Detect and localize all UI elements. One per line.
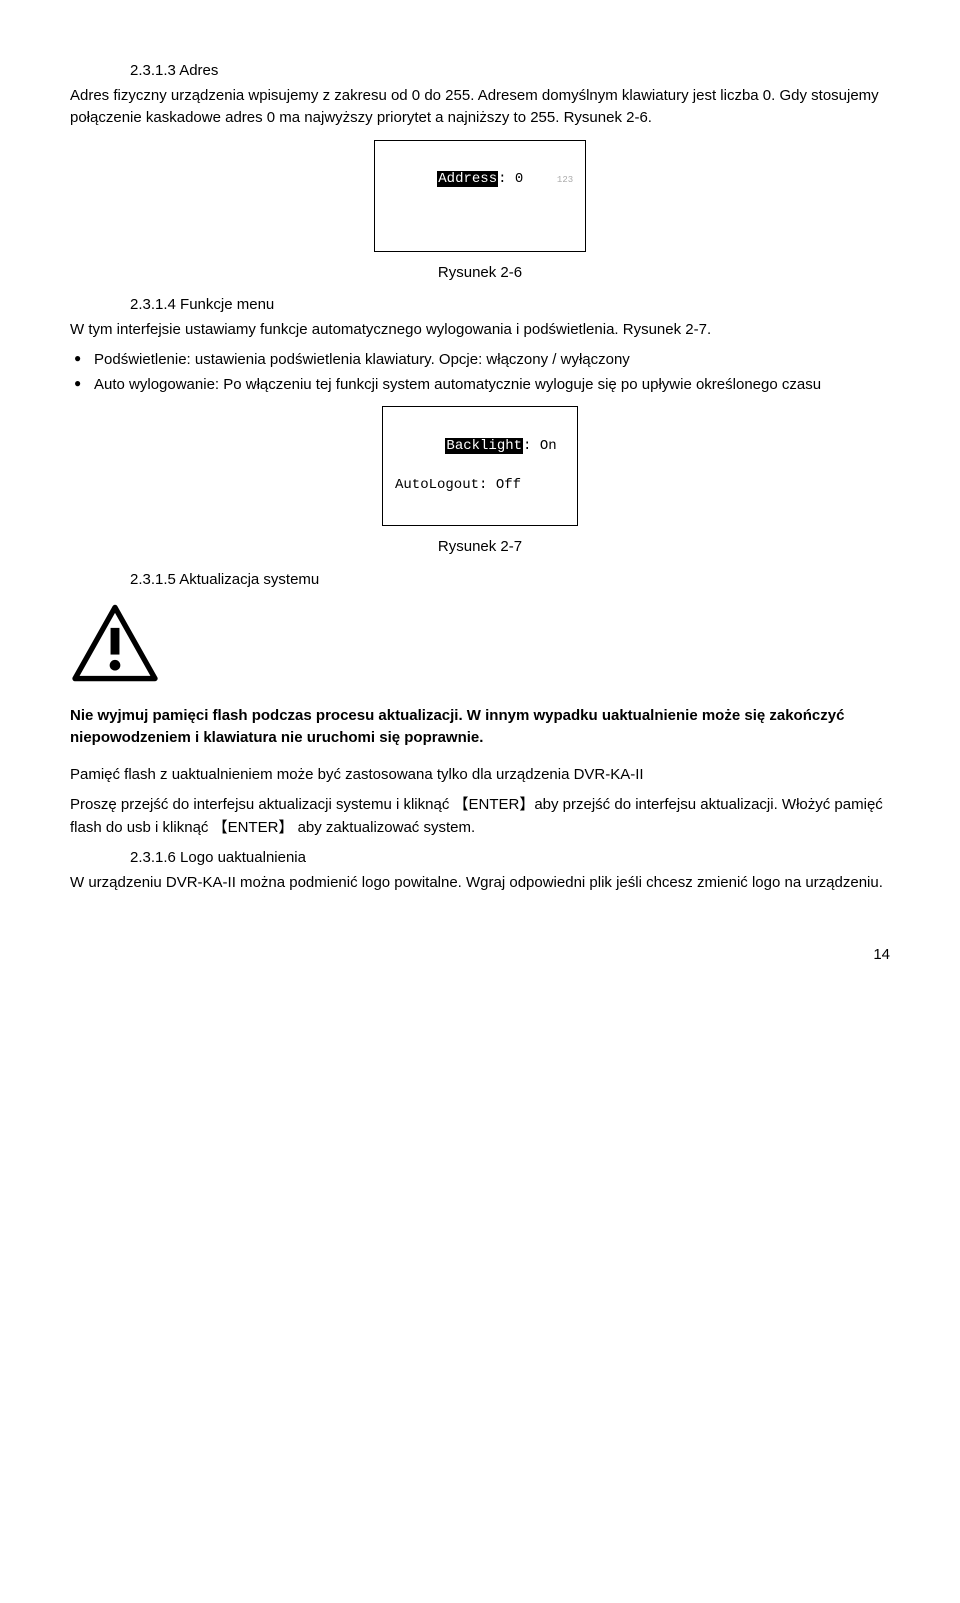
- lcd-address-mode: 123: [557, 175, 573, 185]
- figure-2-7: Backlight: On AutoLogout: Off: [70, 406, 890, 526]
- lcd-menu-box: Backlight: On AutoLogout: Off: [382, 406, 578, 526]
- figure-2-6: Address: 0 123: [70, 140, 890, 252]
- bullet-autologout: Auto wylogowanie: Po włączeniu tej funkc…: [70, 374, 890, 397]
- heading-adres: 2.3.1.3 Adres: [70, 60, 890, 83]
- bullet-backlight: Podświetlenie: ustawienia podświetlenia …: [70, 349, 890, 372]
- figure-2-6-caption: Rysunek 2-6: [70, 262, 890, 285]
- para-logo-1: W urządzeniu DVR-KA-II można podmienić l…: [70, 872, 890, 895]
- para-update-3: Proszę przejść do interfejsu aktualizacj…: [70, 794, 890, 839]
- para-update-2: Pamięć flash z uaktualnieniem może być z…: [70, 764, 890, 787]
- heading-update: 2.3.1.5 Aktualizacja systemu: [70, 569, 890, 592]
- warning-icon: [70, 603, 160, 683]
- lcd-address-label: Address: [437, 171, 498, 187]
- para-adres-1: Adres fizyczny urządzenia wpisujemy z za…: [70, 85, 890, 130]
- lcd-autologout: AutoLogout: Off: [395, 476, 565, 496]
- page-number: 14: [70, 944, 890, 967]
- lcd-address-box: Address: 0 123: [374, 140, 586, 252]
- figure-2-7-caption: Rysunek 2-7: [70, 536, 890, 559]
- heading-menu: 2.3.1.4 Funkcje menu: [70, 294, 890, 317]
- para-menu-1: W tym interfejsie ustawiamy funkcje auto…: [70, 319, 890, 342]
- menu-bullets: Podświetlenie: ustawienia podświetlenia …: [70, 349, 890, 396]
- lcd-backlight-label: Backlight: [445, 438, 523, 454]
- lcd-backlight-value: : On: [523, 438, 557, 454]
- lcd-address-value: : 0: [498, 171, 523, 187]
- para-update-warning: Nie wyjmuj pamięci flash podczas procesu…: [70, 705, 890, 750]
- heading-logo: 2.3.1.6 Logo uaktualnienia: [70, 847, 890, 870]
